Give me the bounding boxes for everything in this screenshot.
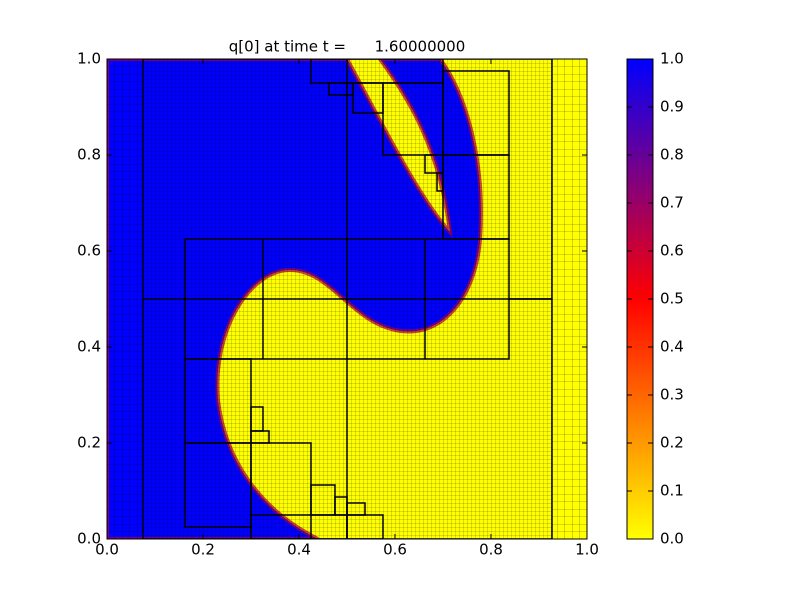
chart-title: q[0] at time t = 1.60000000 bbox=[229, 38, 466, 56]
y-tick-label: 0.6 bbox=[77, 242, 101, 260]
y-tick-label: 0.2 bbox=[77, 434, 101, 452]
field bbox=[107, 59, 587, 539]
y-tick-label: 1.0 bbox=[77, 50, 101, 68]
y-tick-label: 0.4 bbox=[77, 338, 101, 356]
colorbar-tick-label: 0.0 bbox=[660, 530, 684, 548]
colorbar-tick-label: 0.7 bbox=[660, 194, 684, 212]
x-tick-label: 0.6 bbox=[383, 541, 407, 559]
x-tick-label: 0.2 bbox=[191, 541, 215, 559]
colorbar-tick-label: 0.1 bbox=[660, 482, 684, 500]
colorbar-tick-label: 0.6 bbox=[660, 242, 684, 260]
colorbar-tick-label: 0.8 bbox=[660, 146, 684, 164]
y-tick-label: 0.8 bbox=[77, 146, 101, 164]
colorbar-tick-label: 0.5 bbox=[660, 290, 684, 308]
colorbar-tick-label: 0.2 bbox=[660, 434, 684, 452]
x-tick-label: 0.8 bbox=[479, 541, 503, 559]
plot-frame bbox=[106, 58, 588, 540]
colorbar-tick-label: 0.4 bbox=[660, 338, 684, 356]
y-tick-label: 0.0 bbox=[77, 530, 101, 548]
colorbar-tick-label: 1.0 bbox=[660, 50, 684, 68]
x-tick-label: 0.4 bbox=[287, 541, 311, 559]
x-tick-label: 0.0 bbox=[95, 541, 119, 559]
coarse-grid bbox=[552, 59, 587, 539]
colorbar-tick-label: 0.3 bbox=[660, 386, 684, 404]
colorbar-tick-label: 0.9 bbox=[660, 98, 684, 116]
amr-patches bbox=[142, 59, 553, 539]
x-tick-label: 1.0 bbox=[575, 541, 599, 559]
coarse-grid bbox=[107, 59, 143, 539]
